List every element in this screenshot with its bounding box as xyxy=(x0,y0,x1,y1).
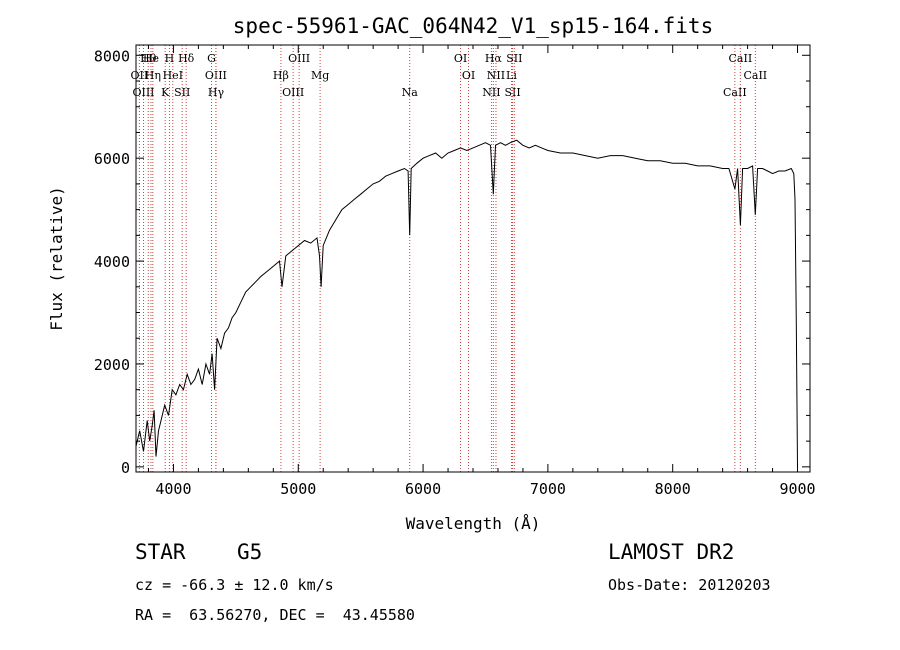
object-class: STAR xyxy=(135,540,186,564)
line-label: CaII xyxy=(723,86,747,99)
line-label: OIII xyxy=(288,52,310,65)
line-label: Hα xyxy=(485,52,503,65)
line-label: Hη xyxy=(145,69,161,82)
line-label: He xyxy=(143,52,159,65)
line-label: H xyxy=(165,52,175,65)
line-label: HeI xyxy=(163,69,183,82)
sky-coordinates: RA = 63.56270, DEC = 43.45580 xyxy=(135,606,415,624)
line-label: OIII xyxy=(132,86,154,99)
line-label: Li xyxy=(506,69,517,82)
spectrum-series-line xyxy=(135,139,798,467)
line-label: SII xyxy=(506,52,522,65)
x-tick-label: 8000 xyxy=(655,480,691,498)
line-label: OI xyxy=(462,69,475,82)
x-tick-label: 5000 xyxy=(280,480,316,498)
line-label: CaII xyxy=(743,69,767,82)
line-label: OI xyxy=(454,52,467,65)
line-label: Hδ xyxy=(178,52,195,65)
x-tick-label: 6000 xyxy=(405,480,441,498)
spectral-subclass: G5 xyxy=(237,540,263,564)
chart-title: spec-55961-GAC_064N42_V1_sp15-164.fits xyxy=(233,14,713,38)
line-label: Mg xyxy=(311,69,329,82)
x-tick-label: 7000 xyxy=(530,480,566,498)
y-tick-label: 6000 xyxy=(94,150,130,168)
redshift-velocity: cz = -66.3 ± 12.0 km/s xyxy=(135,576,334,594)
line-label: OIII xyxy=(282,86,304,99)
observation-date: Obs-Date: 20120203 xyxy=(608,576,771,594)
line-label: Hθ xyxy=(140,52,157,65)
line-label: CaII xyxy=(729,52,753,65)
line-label: SII xyxy=(174,86,190,99)
line-label: NII xyxy=(482,86,500,99)
x-tick-label: 9000 xyxy=(779,480,815,498)
line-label: Hγ xyxy=(208,86,225,99)
line-label: K xyxy=(161,86,170,99)
line-label: NII xyxy=(487,69,505,82)
x-axis-label: Wavelength (Å) xyxy=(406,514,541,533)
line-label: G xyxy=(207,52,216,65)
y-tick-label: 4000 xyxy=(94,253,130,271)
plot-frame xyxy=(135,44,811,473)
line-label: Na xyxy=(402,86,419,99)
x-tick-label: 4000 xyxy=(155,480,191,498)
line-label: SII xyxy=(504,86,520,99)
y-tick-label: 2000 xyxy=(94,356,130,374)
y-tick-label: 8000 xyxy=(94,47,130,65)
survey-name: LAMOST DR2 xyxy=(608,540,735,564)
line-label: Hβ xyxy=(273,69,289,82)
y-tick-label: 0 xyxy=(121,459,130,477)
y-axis-label: Flux (relative) xyxy=(47,186,66,331)
